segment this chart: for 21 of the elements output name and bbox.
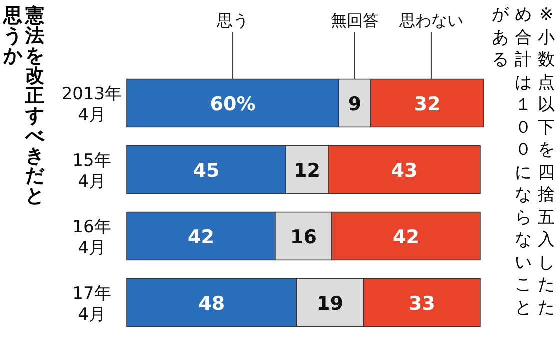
text: ※小数点以下を四捨五入したため合計は１００にならないことがある (492, 5, 555, 318)
y-tick-label: 17年 4月 (72, 284, 112, 325)
data-label: 48 (198, 292, 226, 315)
data-label: 43 (391, 160, 418, 182)
data-label: 12 (294, 160, 320, 182)
data-label: 32 (414, 93, 441, 116)
data-label: 33 (408, 292, 436, 315)
data-label: 16 (290, 226, 317, 248)
y-tick-label: 15年 4月 (72, 150, 112, 192)
text: 思う (216, 11, 250, 30)
text: 思わない (398, 11, 464, 30)
text: 無回答 (330, 11, 379, 30)
data-label: 60% (210, 93, 256, 116)
chart-title: 憲法を改正すべきだと思うか (4, 5, 44, 207)
y-tick-label: 2013年 4月 (62, 84, 122, 126)
y-tick-label: 16年 4月 (72, 217, 112, 258)
data-label: 19 (317, 292, 344, 315)
data-label: 42 (188, 226, 214, 248)
data-label: 9 (348, 93, 362, 116)
data-label: 45 (193, 160, 220, 182)
data-label: 42 (393, 226, 420, 248)
